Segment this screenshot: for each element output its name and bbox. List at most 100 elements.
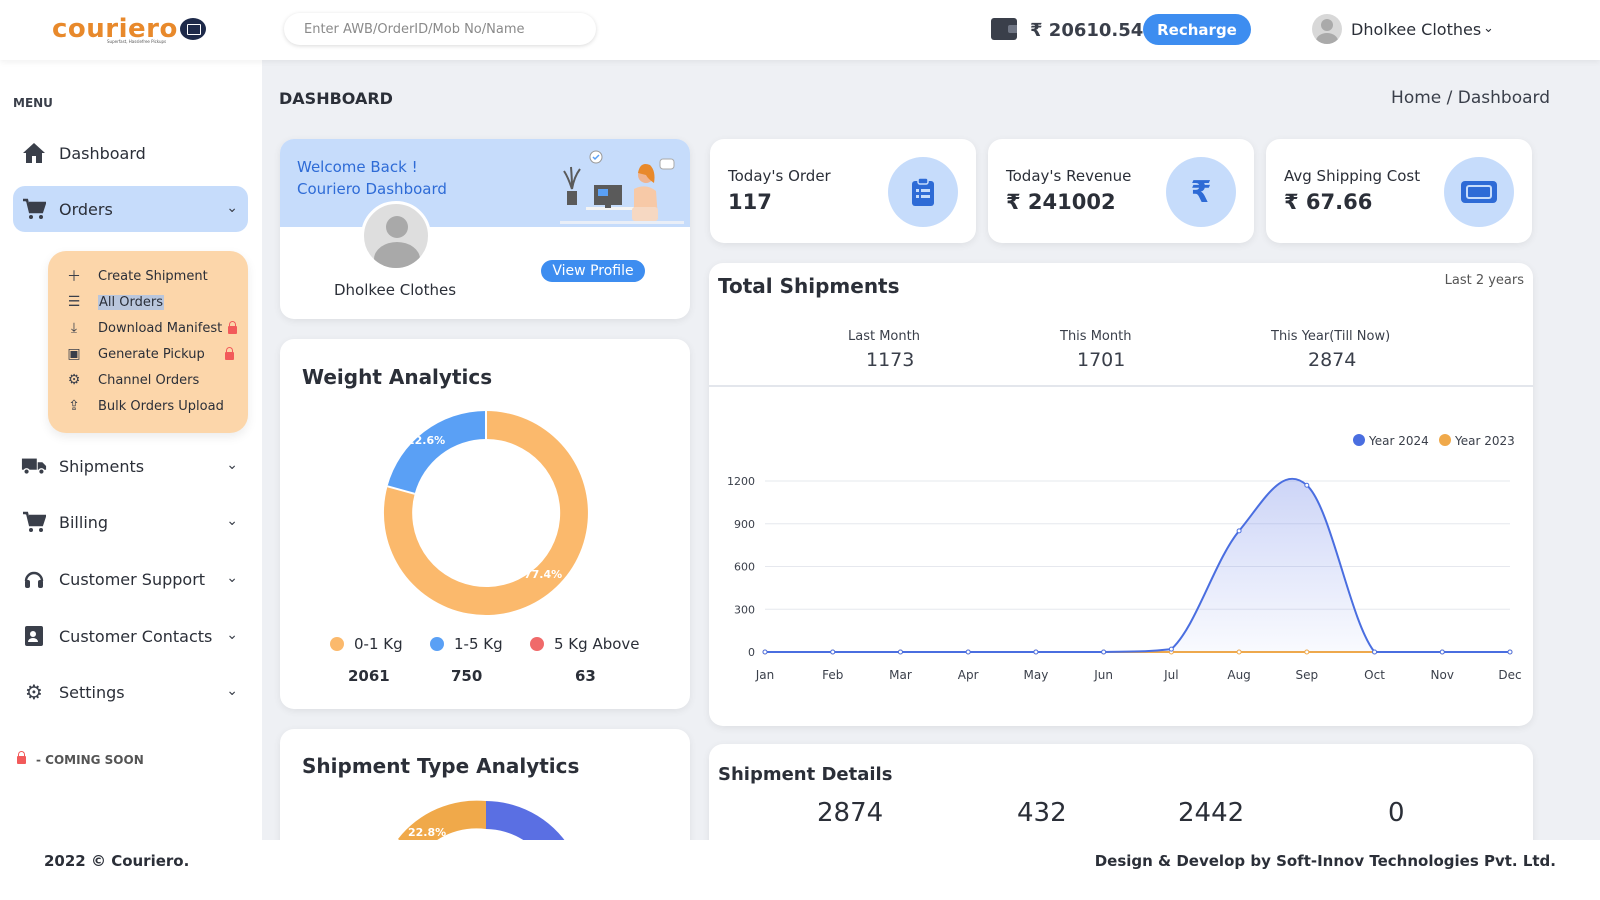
weight-donut-chart[interactable]: 77.4% 22.6% [374, 401, 598, 625]
submenu-all-orders[interactable]: ☰ All Orders [64, 292, 164, 312]
chip-icon: ⚙ [67, 372, 81, 388]
legend-dot [1353, 434, 1365, 446]
chevron-down-icon[interactable]: ⌄ [1483, 21, 1494, 36]
y-tick-label: 900 [734, 518, 755, 531]
summary-label: Last Month [848, 329, 920, 344]
cart-icon [21, 511, 47, 533]
chevron-down-icon[interactable]: ⌄ [226, 200, 238, 216]
lock-icon [228, 321, 238, 334]
x-tick-label: Jun [1093, 668, 1113, 682]
data-point [1372, 649, 1378, 655]
sidebar-item-customer-contacts[interactable]: Customer Contacts ⌄ [13, 613, 248, 659]
legend-item-5kg-above[interactable]: 5 Kg Above [530, 635, 640, 653]
sidebar-item-dashboard[interactable]: Dashboard [13, 130, 248, 176]
stat-card-todays-revenue: Today's Revenue ₹ 241002 ₹ [988, 139, 1254, 243]
donut-slice-1-5kg[interactable] [387, 410, 487, 494]
clipboard-icon [888, 157, 958, 227]
data-point [1439, 649, 1445, 655]
breadcrumb[interactable]: Home / Dashboard [1391, 88, 1550, 108]
search-input[interactable] [284, 13, 596, 45]
legend-label: Year 2024 [1368, 434, 1429, 448]
submenu-bulk-orders-upload[interactable]: ⇪ Bulk Orders Upload [64, 396, 224, 416]
legend-count: 2061 [348, 667, 390, 685]
sidebar-item-shipments[interactable]: Shipments ⌄ [13, 443, 248, 489]
submenu-label: Generate Pickup [98, 346, 205, 362]
sidebar-item-settings[interactable]: ⚙ Settings ⌄ [13, 669, 248, 715]
submenu-label: All Orders [98, 294, 164, 310]
y-tick-label: 300 [734, 603, 755, 616]
submenu-generate-pickup[interactable]: ▣ Generate Pickup [64, 344, 234, 364]
chevron-down-icon[interactable]: ⌄ [226, 627, 238, 643]
stat-card-avg-shipping-cost: Avg Shipping Cost ₹ 67.66 [1266, 139, 1532, 243]
sidebar-item-billing[interactable]: Billing ⌄ [13, 499, 248, 545]
series-line [764, 477, 1510, 654]
legend-item-1-5kg[interactable]: 1-5 Kg [430, 635, 503, 653]
submenu-label: Download Manifest [98, 320, 223, 336]
legend-dot [530, 637, 544, 651]
total-shipments-title: Total Shipments [718, 274, 900, 298]
submenu-download-manifest[interactable]: ⤓ Download Manifest [64, 318, 238, 338]
legend-count: 63 [575, 667, 596, 685]
submenu-label: Channel Orders [98, 372, 200, 388]
range-selector[interactable]: Last 2 years [1444, 273, 1524, 288]
top-bar: couriero Superfast, Hasslefree Pickups ₹… [0, 0, 1600, 60]
wallet-icon[interactable] [991, 18, 1017, 40]
detail-value: 432 [1017, 798, 1067, 828]
cart-icon [21, 198, 47, 220]
stat-card-todays-order: Today's Order 117 [710, 139, 976, 243]
user-avatar[interactable] [1312, 14, 1342, 44]
x-tick-label: Mar [889, 668, 912, 682]
user-name[interactable]: Dholkee Clothes [1351, 20, 1482, 39]
data-point [897, 649, 903, 655]
chevron-down-icon[interactable]: ⌄ [226, 683, 238, 699]
sidebar-item-label: Settings [59, 682, 125, 702]
stat-value: 117 [728, 190, 772, 214]
sidebar-item-label: Shipments [59, 456, 145, 476]
data-point [830, 649, 836, 655]
recharge-button[interactable]: Recharge [1143, 14, 1251, 45]
x-tick-label: Dec [1498, 668, 1521, 682]
sidebar-item-orders[interactable]: Orders ⌄ [13, 186, 248, 232]
view-profile-button[interactable]: View Profile [541, 260, 645, 282]
chevron-down-icon[interactable]: ⌄ [226, 457, 238, 473]
summary-label: This Year(Till Now) [1271, 329, 1391, 344]
headset-icon [21, 568, 47, 590]
sidebar-item-customer-support[interactable]: Customer Support ⌄ [13, 556, 248, 602]
shipment-details-title: Shipment Details [718, 764, 893, 785]
y-tick-label: 0 [748, 646, 755, 659]
legend-label: 0-1 Kg [354, 635, 403, 653]
legend-label: 1-5 Kg [454, 635, 503, 653]
home-icon [21, 142, 47, 164]
submenu-channel-orders[interactable]: ⚙ Channel Orders [64, 370, 200, 390]
detail-value: 0 [1388, 798, 1405, 828]
stat-value: ₹ 241002 [1006, 190, 1116, 214]
detail-value: 2442 [1178, 798, 1245, 828]
stat-label: Today's Revenue [1006, 167, 1132, 185]
ticket-icon [1444, 157, 1514, 227]
legend-dot [330, 637, 344, 651]
couriero-logo[interactable]: couriero Superfast, Hasslefree Pickups [52, 12, 206, 46]
slice-label: 22.8% [408, 826, 446, 839]
footer-copyright: 2022 © Couriero. [44, 852, 190, 870]
legend-item-0-1kg[interactable]: 0-1 Kg [330, 635, 403, 653]
submenu-create-shipment[interactable]: ＋ Create Shipment [64, 266, 208, 286]
lock-icon [224, 347, 234, 360]
menu-label: MENU [13, 96, 53, 110]
x-tick-label: Jan [755, 668, 775, 682]
footer-credits: Design & Develop by Soft-Innov Technolog… [1094, 852, 1556, 870]
weight-analytics-card: Weight Analytics 77.4% 22.6% 0-1 Kg 1-5 … [280, 339, 690, 709]
wallet-balance: ₹ 20610.54 [1030, 20, 1144, 41]
workspace-illustration [560, 150, 684, 224]
sidebar-item-label: Dashboard [59, 143, 146, 163]
summary-value: 2874 [1308, 349, 1357, 371]
chevron-down-icon[interactable]: ⌄ [226, 513, 238, 529]
series-area [765, 478, 1510, 652]
box-icon: ▣ [67, 346, 81, 362]
total-shipments-chart[interactable]: Year 2024 Year 2023 0 300 600 900 1200 Jan Feb Ma… [709, 423, 1533, 723]
chevron-down-icon[interactable]: ⌄ [226, 570, 238, 586]
y-tick-label: 1200 [727, 475, 755, 488]
submenu-label: Create Shipment [98, 268, 208, 284]
data-point [1101, 649, 1107, 655]
stat-label: Avg Shipping Cost [1284, 167, 1421, 185]
data-point [965, 649, 971, 655]
